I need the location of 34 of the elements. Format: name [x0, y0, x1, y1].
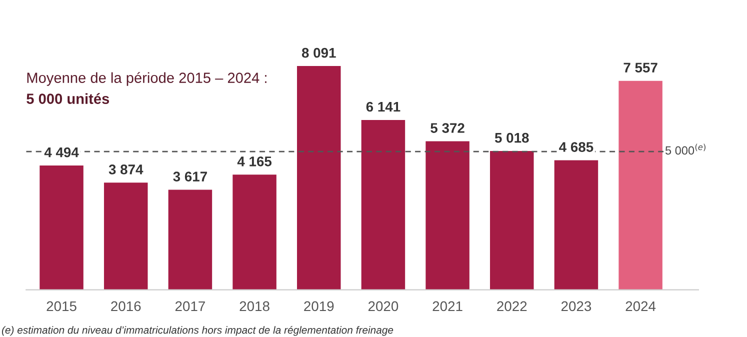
- bar: [554, 160, 598, 290]
- bar: [426, 141, 470, 290]
- x-tick-label: 2018: [240, 301, 270, 312]
- annotation: 5 000 unités: [26, 93, 110, 104]
- data-label: 6 141: [366, 102, 400, 112]
- bar: [168, 190, 212, 290]
- bar: [361, 120, 406, 290]
- bar: [618, 80, 662, 290]
- x-tick-label: 2021: [432, 301, 462, 312]
- data-label: 8 091: [302, 48, 336, 58]
- x-tick-label: 2020: [368, 301, 398, 312]
- data-label: 3 617: [173, 172, 207, 182]
- ref-line-label: 5 000$^{(e)}$: [665, 144, 706, 155]
- bar: [296, 66, 341, 290]
- bar: [490, 151, 534, 290]
- bar: [232, 174, 276, 290]
- data-label: 5 372: [430, 123, 464, 133]
- x-tick-label: 2019: [304, 301, 334, 312]
- x-tick-label: 2024: [626, 301, 656, 312]
- bar: [104, 182, 148, 290]
- data-label: 3 874: [108, 164, 144, 174]
- x-tick-label: 2022: [497, 301, 527, 312]
- data-label: 4 494: [44, 147, 79, 158]
- x-tick-label: 2017: [175, 301, 205, 312]
- x-tick-label: 2015: [46, 301, 76, 312]
- bar: [40, 166, 84, 290]
- data-label: 5 018: [494, 132, 529, 143]
- data-label: 4 165: [237, 156, 272, 166]
- x-tick-label: 2016: [111, 301, 141, 312]
- data-label: 7 557: [624, 62, 658, 73]
- text: (e) estimation du niveau d’immatriculations hors impact de la réglementation freinage: [2, 326, 394, 336]
- x-tick-label: 2023: [561, 301, 592, 312]
- annotation: Moyenne de la période 2015 – 2024 :: [27, 72, 266, 86]
- data-label: 4 685: [559, 142, 594, 152]
